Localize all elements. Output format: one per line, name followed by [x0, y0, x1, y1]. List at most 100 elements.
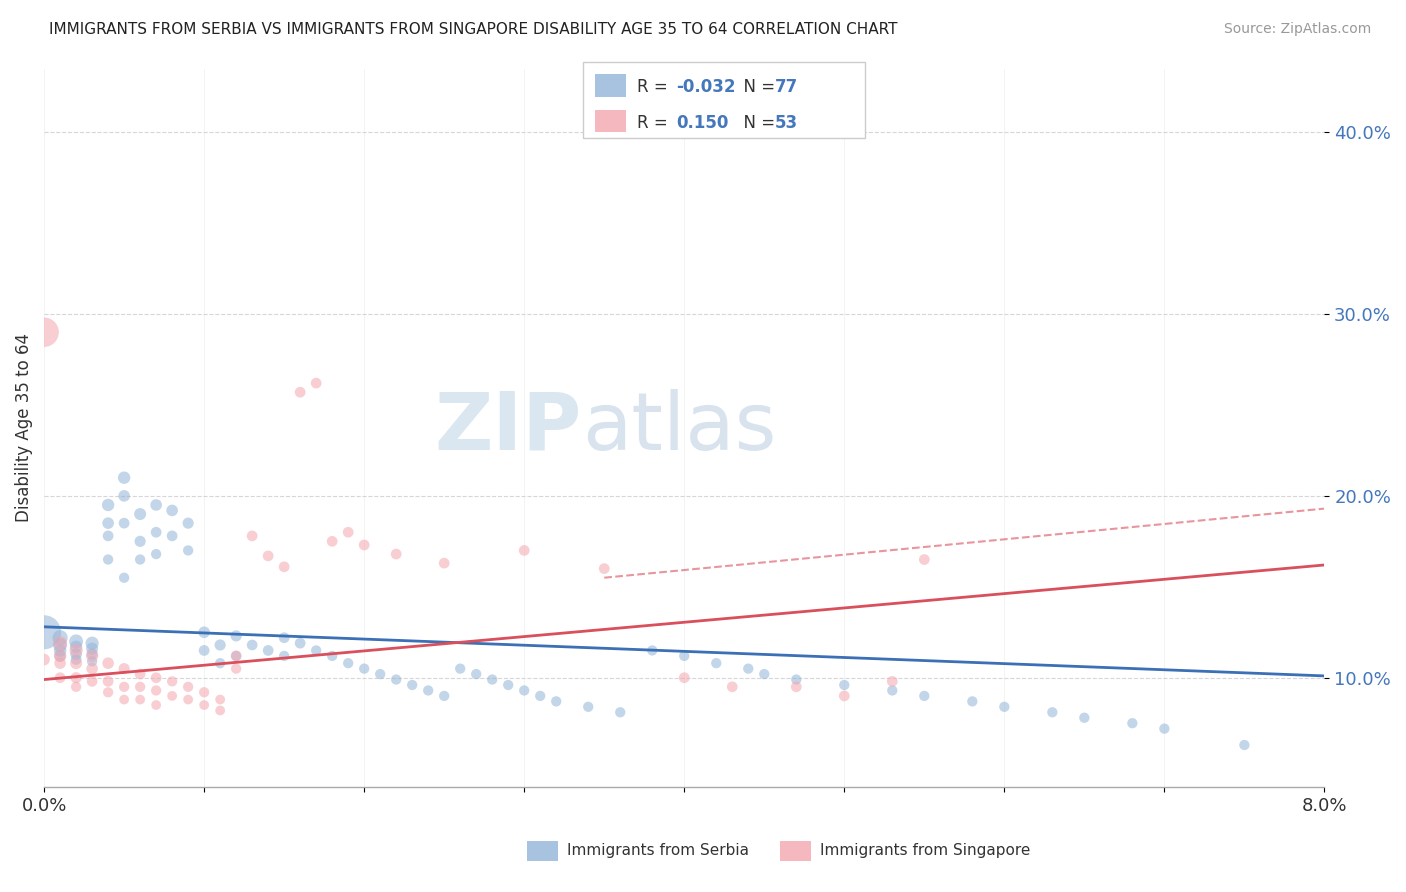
Point [129, 507, 152, 521]
Point [112, 516, 135, 530]
Point [882, 683, 904, 698]
Point [193, 643, 215, 657]
Point [97, 498, 120, 512]
Point [177, 692, 200, 706]
Point [97, 552, 120, 566]
Point [257, 643, 280, 657]
Point [385, 547, 408, 561]
Point [49, 636, 72, 650]
Point [912, 689, 935, 703]
Text: atlas: atlas [582, 389, 776, 467]
Point [97, 674, 120, 689]
Point [273, 631, 295, 645]
Point [337, 656, 360, 670]
Point [240, 529, 263, 543]
Point [288, 385, 311, 400]
Point [912, 552, 935, 566]
Point [65, 634, 87, 648]
Point [177, 543, 200, 558]
Point [401, 678, 423, 692]
Point [754, 667, 776, 681]
Point [129, 667, 152, 681]
Point [193, 625, 215, 640]
Point [65, 671, 87, 685]
Text: 77: 77 [775, 78, 799, 96]
Point [82, 648, 104, 663]
Point [49, 638, 72, 652]
Point [321, 534, 343, 549]
Point [225, 662, 247, 676]
Point [385, 673, 408, 687]
Text: Immigrants from Serbia: Immigrants from Serbia [567, 844, 748, 858]
Point [433, 689, 456, 703]
Point [257, 549, 280, 563]
Point [513, 683, 536, 698]
Point [145, 698, 167, 712]
Point [145, 498, 167, 512]
Point [785, 673, 807, 687]
Point [193, 685, 215, 699]
Point [1073, 711, 1095, 725]
Point [1233, 738, 1256, 752]
Point [65, 656, 87, 670]
Point [576, 699, 599, 714]
Point [481, 673, 503, 687]
Text: N =: N = [733, 114, 780, 132]
Text: Immigrants from Singapore: Immigrants from Singapore [820, 844, 1031, 858]
Point [65, 647, 87, 661]
Point [160, 689, 183, 703]
Point [112, 489, 135, 503]
Point [32, 625, 55, 640]
Point [82, 654, 104, 668]
Point [82, 647, 104, 661]
Point [32, 325, 55, 339]
Point [337, 525, 360, 540]
Point [82, 674, 104, 689]
Text: 53: 53 [775, 114, 797, 132]
Y-axis label: Disability Age 35 to 64: Disability Age 35 to 64 [15, 334, 32, 522]
Point [993, 699, 1015, 714]
Point [353, 538, 375, 552]
Point [353, 662, 375, 676]
Point [129, 552, 152, 566]
Point [225, 629, 247, 643]
Point [609, 706, 631, 720]
Point [160, 674, 183, 689]
Text: Source: ZipAtlas.com: Source: ZipAtlas.com [1223, 22, 1371, 37]
Point [97, 529, 120, 543]
Point [465, 667, 488, 681]
Point [193, 698, 215, 712]
Point [209, 703, 232, 717]
Point [273, 648, 295, 663]
Point [546, 694, 568, 708]
Point [225, 648, 247, 663]
Point [112, 471, 135, 485]
Text: R =: R = [637, 78, 673, 96]
Point [1040, 706, 1063, 720]
Point [209, 692, 232, 706]
Point [49, 631, 72, 645]
Point [49, 671, 72, 685]
Point [160, 503, 183, 517]
Point [737, 662, 759, 676]
Point [962, 694, 984, 708]
Point [832, 678, 855, 692]
Point [673, 671, 696, 685]
Point [112, 662, 135, 676]
Point [240, 638, 263, 652]
Point [433, 556, 456, 570]
Point [496, 678, 519, 692]
Point [321, 648, 343, 663]
Point [97, 516, 120, 530]
Text: N =: N = [733, 78, 780, 96]
Point [273, 559, 295, 574]
Point [305, 376, 328, 391]
Point [49, 643, 72, 657]
Point [49, 656, 72, 670]
Point [82, 641, 104, 656]
Point [160, 529, 183, 543]
Point [112, 692, 135, 706]
Point [673, 648, 696, 663]
Point [145, 547, 167, 561]
Point [288, 636, 311, 650]
